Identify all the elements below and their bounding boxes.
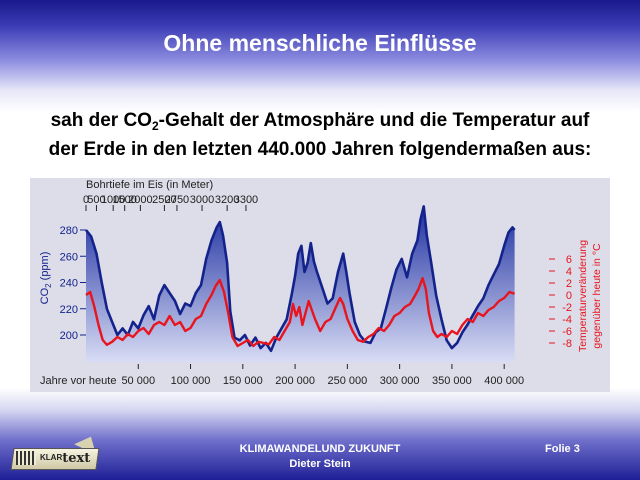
right-axis-tick-label: -6 <box>562 326 572 338</box>
subtitle-line-1-a: sah der CO <box>50 110 152 131</box>
top-axis-tick-label: 500 <box>87 194 105 206</box>
left-axis-title: CO2 (ppm) <box>39 252 53 305</box>
subtitle-line-1-b: -Gehalt der Atmosphäre und die Temperatu… <box>158 110 590 131</box>
left-axis-title-main: CO <box>39 287 51 304</box>
top-axis-tick-label: 1500 <box>112 194 136 206</box>
top-axis-tick-label: 2500 <box>152 194 176 206</box>
klartext-logo: KLARtext <box>10 431 104 470</box>
x-axis-tick-label: 400 000 <box>484 375 524 387</box>
right-axis-tick-label: 0 <box>566 290 572 302</box>
temperature-line <box>85 277 515 348</box>
top-axis-tick-label: 3200 <box>215 194 239 206</box>
x-axis-tick-label: 300 000 <box>380 375 420 387</box>
x-axis-tick-label: 200 000 <box>275 375 315 387</box>
left-axis-title-sub: 2 <box>44 283 53 288</box>
right-axis-tick-label: 6 <box>566 254 572 266</box>
slide-title: Ohne menschliche Einflüsse <box>163 30 477 56</box>
right-axis-tick-label: -4 <box>562 314 572 326</box>
left-axis-tick-label: 260 <box>60 251 78 263</box>
logo-barcode <box>16 451 36 465</box>
subtitle-line-1: sah der CO2-Gehalt der Atmosphäre und di… <box>0 110 640 133</box>
top-axis-tick-label: 2750 <box>165 194 189 206</box>
footer-author: Dieter Stein <box>289 458 351 470</box>
right-axis-tick-label: 4 <box>566 266 572 278</box>
left-axis-tick-label: 240 <box>60 278 78 290</box>
subtitle-subscript: 2 <box>151 119 159 133</box>
logo-wordmark: KLARtext <box>40 451 91 466</box>
left-axis-tick-label: 200 <box>60 330 78 342</box>
right-axis-title-line-1: Temperaturveränderung <box>577 240 589 352</box>
subtitle-line-2: der Erde in den letzten 440.000 Jahren f… <box>48 139 592 160</box>
left-axis-tick-label: 220 <box>60 304 78 316</box>
x-axis-tick-label: 50 000 <box>121 375 155 387</box>
left-axis-title-unit: (ppm) <box>39 252 51 284</box>
x-axis-tick-label: 100 000 <box>171 375 211 387</box>
top-axis-tick-label: 3300 <box>234 194 258 206</box>
right-axis-tick-label: 2 <box>566 278 572 290</box>
right-axis-tick-label: -8 <box>562 338 572 350</box>
x-axis-tick-label: 250 000 <box>327 375 367 387</box>
top-axis-tick-label: 1000 <box>101 194 125 206</box>
x-axis-tick-label: 350 000 <box>432 375 472 387</box>
top-axis-tick-label: 3000 <box>190 194 214 206</box>
slide-number: Folie 3 <box>545 443 580 455</box>
x-axis-title: Jahre vor heute <box>40 375 116 387</box>
footer-title: KLIMAWANDELUND ZUKUNFT <box>239 443 401 455</box>
right-axis-title-line-2: gegenüber heute in °C <box>591 243 603 349</box>
top-axis-tick-label: 2000 <box>128 194 152 206</box>
right-axis-tick-label: -2 <box>562 302 572 314</box>
top-axis-tick-label: 0 <box>83 194 89 206</box>
top-axis-title: Bohrtiefe im Eis (in Meter) <box>86 179 213 191</box>
co2-line <box>84 205 516 353</box>
x-axis-tick-label: 150 000 <box>223 375 263 387</box>
left-axis-tick-label: 280 <box>60 225 78 237</box>
